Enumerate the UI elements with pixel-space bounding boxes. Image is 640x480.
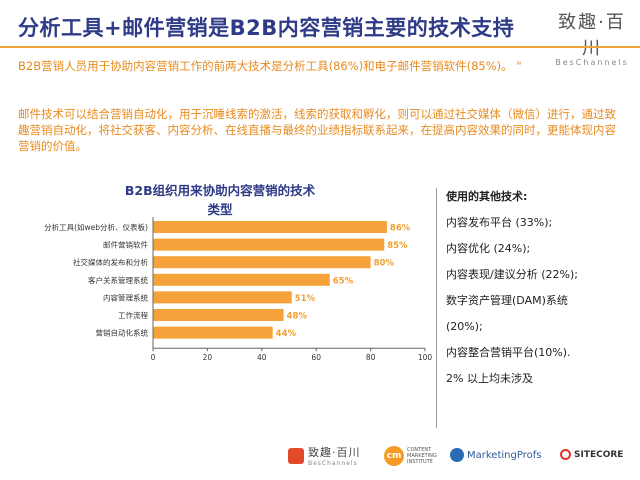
other-tech-item: 内容整合营销平台(10%). [446, 346, 571, 359]
brand-name: 致趣·百川 [558, 12, 626, 59]
beschannels-logo-sub: BesChannels [308, 460, 358, 467]
chart-title: B2B组织用来协助内容营销的技术类型 [124, 183, 316, 217]
data-label: 44% [276, 329, 297, 339]
other-tech-item: 内容表现/建议分析 (22%); [446, 268, 578, 281]
x-tick-label: 20 [203, 353, 213, 362]
x-tick-label: 40 [257, 353, 267, 362]
sitecore-mark-icon [560, 449, 571, 460]
data-label: 85% [387, 241, 408, 251]
category-label: 营销自动化系统 [96, 328, 149, 338]
cmi-mark-icon: cm [384, 446, 404, 466]
category-label: 社交媒体的发布和分析 [73, 257, 148, 267]
vertical-divider [436, 188, 437, 428]
footer-logos: 致趣·百川 BesChannels cm CONTENT MARKETING I… [0, 438, 640, 480]
category-label: 分析工具(如web分析、仪表板) [44, 222, 148, 232]
category-label: 内容管理系统 [103, 292, 148, 302]
data-label: 86% [390, 224, 411, 234]
other-tech-item: 内容发布平台 (33%); [446, 216, 553, 229]
beschannels-logo-name: 致趣·百川 [308, 446, 361, 459]
brand-subtitle: BesChannels [555, 58, 629, 67]
bar [153, 273, 330, 286]
beschannels-logo: 致趣·百川 BesChannels [288, 444, 361, 467]
other-tech-item: 数字资产管理(DAM)系统 [446, 294, 568, 307]
x-tick-label: 0 [151, 353, 156, 362]
marketingprofs-mark-icon [450, 448, 464, 462]
intro-paragraph: B2B营销人员用于协助内容营销工作的前两大技术是分析工具(86%)和电子邮件营销… [18, 59, 522, 73]
bar [153, 309, 284, 321]
cmi-line: MARKETING [407, 453, 437, 459]
brand-logo: 致趣·百川 BesChannels [552, 8, 632, 67]
cmi-line: INSTITUTE [407, 459, 433, 465]
header-divider [0, 46, 640, 48]
bar [153, 326, 273, 339]
data-label: 65% [333, 276, 354, 286]
bar [153, 256, 371, 269]
marketingprofs-logo-text: MarketingProfs [467, 449, 542, 461]
x-tick-label: 100 [418, 353, 433, 362]
detail-paragraph: 邮件技术可以结合营销自动化，用于沉睡线索的激活，线索的获取和孵化，则可以通过社交… [18, 107, 616, 153]
marketingprofs-logo: MarketingProfs [450, 448, 541, 462]
data-label: 48% [287, 312, 308, 322]
data-label: 80% [374, 259, 395, 269]
bar [153, 221, 387, 233]
other-tech-item: 2% 以上均未涉及 [446, 372, 533, 385]
bar [153, 291, 292, 304]
other-tech-item: (20%); [446, 320, 483, 333]
x-tick-label: 60 [311, 353, 321, 362]
data-label: 51% [295, 294, 316, 304]
other-tech-panel: 使用的其他技术: 内容发布平台 (33%); 内容优化 (24%); 内容表现/… [446, 188, 636, 392]
page-title: 分析工具+邮件营销是B2B内容营销主要的技术支持 [18, 16, 515, 40]
cmi-logo: cm CONTENT MARKETING INSTITUTE [384, 446, 437, 466]
bar-chart: 分析工具(如web分析、仪表板) 86% 邮件营销软件 85% 社交媒体的发布和分析 80… [44, 217, 433, 362]
beschannels-mark-icon [288, 447, 304, 464]
other-tech-item: 内容优化 (24%); [446, 242, 531, 255]
x-tick-label: 80 [366, 353, 376, 362]
sitecore-logo-text: SITECORE [574, 449, 624, 460]
sitecore-logo: SITECORE [560, 449, 623, 460]
category-label: 邮件营销软件 [103, 240, 148, 250]
other-tech-title: 使用的其他技术: [446, 190, 528, 203]
category-label: 客户关系管理系统 [88, 275, 148, 285]
cmi-line: CONTENT [407, 447, 432, 453]
category-label: 工作流程 [118, 310, 148, 320]
bar [153, 238, 385, 251]
